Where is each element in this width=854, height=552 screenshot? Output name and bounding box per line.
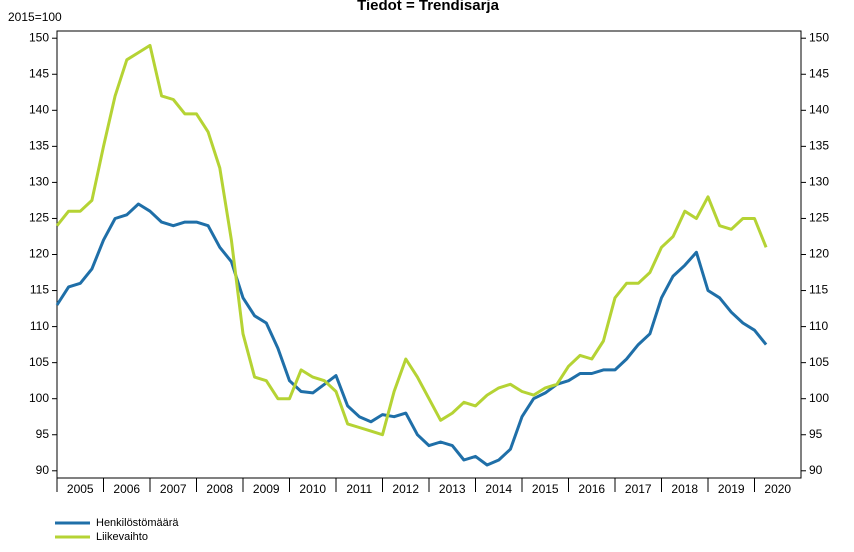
y-tick-label: 135 — [29, 139, 49, 153]
y-tick-label: 110 — [30, 319, 49, 333]
y-tick-label: 130 — [29, 175, 49, 189]
y-tick-label: 150 — [29, 30, 49, 44]
series-line — [55, 202, 768, 467]
y-tick-label: 95 — [36, 427, 50, 441]
y2-tick-label: 115 — [809, 283, 828, 297]
y2-tick-label: 135 — [809, 139, 829, 153]
y-tick-label: 145 — [29, 66, 49, 80]
x-tick-label: 2010 — [299, 482, 326, 496]
y2-tick-label: 140 — [809, 102, 829, 116]
y2-tick-label: 105 — [809, 355, 829, 369]
y2-tick-label: 100 — [809, 391, 829, 405]
y-tick-label: 115 — [30, 283, 49, 297]
y-tick-label: 120 — [29, 247, 49, 261]
x-tick-label: 2019 — [718, 482, 745, 496]
x-tick-label: 2011 — [346, 482, 372, 496]
x-tick-label: 2009 — [253, 482, 280, 496]
x-tick-label: 2013 — [439, 482, 466, 496]
y-axis-label: 2015=100 — [8, 10, 62, 24]
y-tick-label: 125 — [29, 211, 49, 225]
x-tick-label: 2005 — [67, 482, 94, 496]
y2-tick-label: 150 — [809, 30, 829, 44]
x-tick-label: 2006 — [113, 482, 140, 496]
x-tick-label: 2015 — [532, 482, 559, 496]
series-line — [55, 43, 768, 437]
y-tick-label: 100 — [29, 391, 49, 405]
y2-tick-label: 145 — [809, 66, 829, 80]
x-tick-label: 2012 — [392, 482, 419, 496]
y2-tick-label: 130 — [809, 175, 829, 189]
x-tick-label: 2014 — [485, 482, 512, 496]
y2-tick-label: 110 — [809, 319, 828, 333]
y2-tick-label: 90 — [809, 463, 823, 477]
y-tick-label: 90 — [36, 463, 50, 477]
y-tick-label: 140 — [29, 102, 49, 116]
x-tick-label: 2007 — [160, 482, 187, 496]
x-tick-label: 2018 — [671, 482, 698, 496]
y-tick-label: 105 — [29, 355, 49, 369]
y2-tick-label: 120 — [809, 247, 829, 261]
legend-label: Henkilöstömäärä — [96, 517, 179, 529]
chart-title: Tiedot = Trendisarja — [357, 0, 500, 14]
y2-tick-label: 125 — [809, 211, 829, 225]
x-tick-label: 2017 — [625, 482, 652, 496]
x-tick-label: 2020 — [764, 482, 791, 496]
x-tick-label: 2016 — [578, 482, 605, 496]
y2-tick-label: 95 — [809, 427, 823, 441]
x-tick-label: 2008 — [206, 482, 233, 496]
legend-label: Liikevaihto — [96, 531, 148, 543]
